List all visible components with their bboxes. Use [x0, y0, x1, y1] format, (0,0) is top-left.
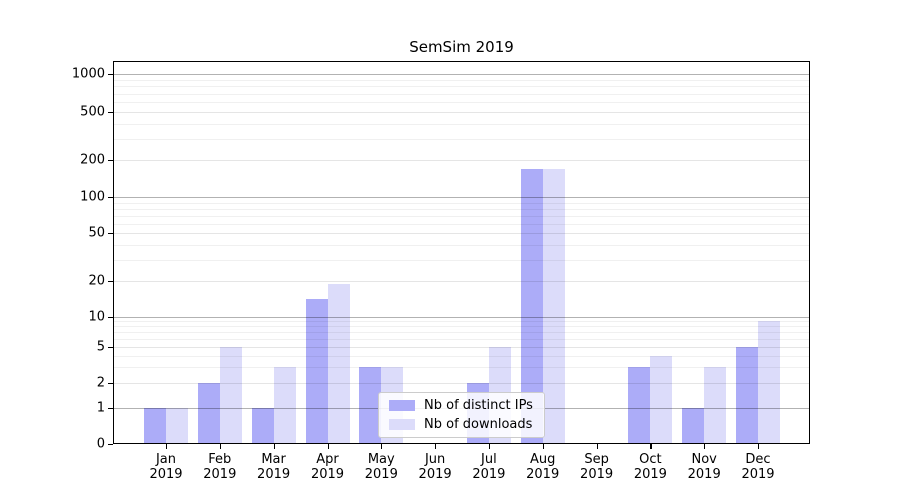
gridline-6	[114, 339, 809, 340]
bar-apr-series1	[327, 283, 350, 444]
gridline-600	[114, 102, 809, 103]
bar-aug-series0	[520, 168, 543, 444]
y-tick-mark-50	[108, 233, 113, 235]
y-tick-mark-5	[108, 347, 113, 349]
y-tick-mark-1000	[108, 74, 113, 76]
x-tick-label-apr: Apr 2019	[310, 452, 345, 482]
y-tick-mark-2	[108, 383, 113, 385]
x-tick-label-jan: Jan 2019	[149, 452, 183, 482]
y-tick-label-200: 200	[80, 152, 105, 168]
legend-swatch-downloads-icon	[389, 419, 415, 430]
bar-feb-series0	[197, 383, 220, 444]
x-tick-label-nov: Nov 2019	[687, 452, 721, 482]
y-tick-mark-500	[108, 112, 113, 114]
gridline-300	[114, 138, 809, 140]
bar-dec-series0	[736, 347, 758, 444]
x-tick-mark-aug	[542, 444, 544, 449]
x-tick-label-mar: Mar 2019	[257, 452, 291, 482]
x-tick-label-jul: Jul 2019	[472, 452, 506, 482]
y-tick-label-100: 100	[80, 189, 105, 205]
x-tick-label-dec: Dec 2019	[741, 452, 775, 482]
bar-nov-series0	[682, 408, 705, 444]
y-tick-mark-1	[108, 408, 113, 410]
gridline-4	[114, 355, 809, 357]
x-tick-mark-mar	[273, 444, 275, 449]
y-tick-mark-200	[108, 160, 113, 162]
x-tick-mark-may	[381, 444, 383, 449]
legend-item-distinct-ips: Nb of distinct IPs	[389, 397, 544, 413]
bar-oct-series1	[650, 355, 673, 444]
bar-feb-series1	[219, 347, 242, 444]
y-tick-mark-10	[108, 316, 113, 318]
x-tick-label-may: May 2019	[364, 452, 398, 482]
gridline-1000	[114, 74, 809, 75]
gridline-90	[114, 202, 809, 204]
gridline-80	[114, 208, 809, 210]
y-tick-mark-100	[108, 197, 113, 199]
x-tick-mark-jan	[166, 444, 168, 449]
x-tick-label-aug: Aug 2019	[526, 452, 560, 482]
x-tick-mark-feb	[219, 444, 221, 449]
y-tick-label-10: 10	[88, 309, 105, 324]
gridline-10	[114, 316, 809, 318]
gridline-60	[114, 223, 809, 225]
x-tick-label-feb: Feb 2019	[203, 452, 237, 482]
gridline-100	[114, 197, 809, 198]
gridline-9	[114, 321, 809, 323]
gridline-5	[114, 347, 809, 348]
bar-mar-series1	[273, 367, 296, 444]
y-tick-label-50: 50	[88, 225, 105, 241]
y-tick-label-20: 20	[88, 273, 105, 289]
gridline-500	[114, 112, 809, 113]
gridline-20	[114, 281, 809, 282]
gridline-30	[114, 259, 809, 261]
x-tick-mark-nov	[704, 444, 706, 449]
gridline-7	[114, 332, 809, 334]
y-tick-mark-0	[108, 444, 113, 446]
gridline-800	[114, 86, 809, 88]
y-tick-label-2: 2	[96, 375, 105, 391]
bar-nov-series1	[704, 367, 727, 444]
gridline-3	[114, 367, 809, 369]
x-tick-mark-dec	[758, 444, 760, 449]
legend-swatch-distinct-ips-icon	[389, 400, 415, 411]
y-tick-label-1000: 1000	[71, 66, 105, 82]
gridline-8	[114, 326, 809, 328]
y-tick-label-500: 500	[80, 104, 105, 120]
legend-label-distinct-ips: Nb of distinct IPs	[424, 397, 533, 413]
y-tick-label-0: 0	[96, 436, 105, 452]
gridline-2	[114, 383, 809, 384]
gridline-50	[114, 233, 809, 234]
bar-jan-series0	[144, 408, 166, 444]
x-tick-label-jun: Jun 2019	[418, 452, 452, 482]
x-tick-mark-jul	[488, 444, 491, 449]
y-tick-label-5: 5	[96, 339, 105, 355]
x-tick-label-sep: Sep 2019	[580, 452, 614, 482]
bar-apr-series0	[305, 299, 328, 444]
gridline-70	[114, 215, 809, 217]
legend-item-downloads: Nb of downloads	[389, 416, 544, 432]
bar-may-series0	[359, 367, 382, 444]
y-tick-mark-20	[108, 281, 113, 283]
gridline-700	[114, 93, 809, 95]
gridline-40	[114, 244, 809, 246]
x-tick-mark-oct	[650, 444, 652, 449]
gridline-400	[114, 123, 809, 125]
y-tick-label-1: 1	[96, 400, 105, 416]
bar-jan-series1	[166, 408, 188, 444]
x-tick-mark-sep	[596, 444, 598, 449]
gridline-200	[114, 160, 809, 161]
bar-mar-series0	[251, 408, 274, 444]
bar-oct-series0	[628, 367, 651, 444]
legend: Nb of distinct IPs Nb of downloads	[378, 392, 545, 438]
x-tick-mark-apr	[327, 444, 329, 449]
x-tick-label-oct: Oct 2019	[633, 452, 667, 482]
bar-dec-series1	[758, 321, 780, 444]
chart-title: SemSim 2019	[409, 38, 514, 56]
bar-aug-series1	[542, 168, 565, 444]
legend-label-downloads: Nb of downloads	[424, 416, 533, 432]
x-tick-mark-jun	[435, 444, 437, 449]
gridline-900	[114, 79, 809, 81]
